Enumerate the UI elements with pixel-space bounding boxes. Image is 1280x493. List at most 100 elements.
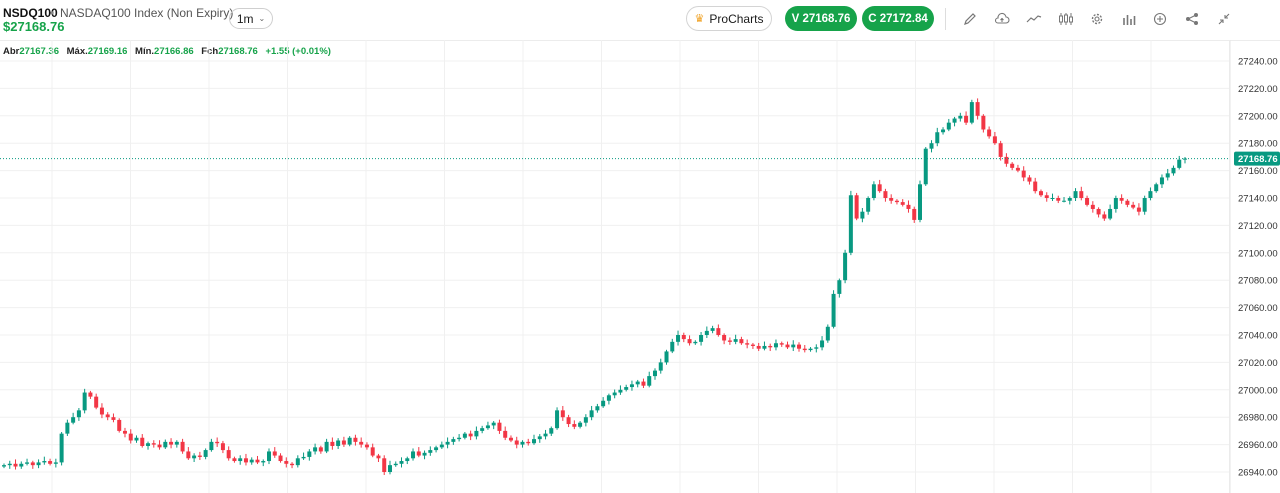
candle-body [998, 143, 1003, 157]
candle-body [1067, 198, 1072, 201]
candle-body [1073, 191, 1078, 198]
candle-body [387, 465, 392, 472]
candle-body [779, 343, 784, 345]
candle-body [1050, 198, 1055, 199]
candle-body [860, 211, 865, 219]
candle-body [906, 204, 911, 209]
cloud-icon[interactable] [994, 11, 1010, 27]
candle-body [572, 424, 577, 427]
candle-body [935, 132, 940, 144]
candle-body [710, 328, 715, 331]
candle-body [290, 463, 295, 466]
candle-body [318, 447, 323, 452]
candlestick-icon[interactable] [1058, 11, 1074, 27]
candle-body [917, 184, 922, 220]
y-tick-label: 27120.00 [1238, 221, 1278, 232]
gear-icon[interactable] [1089, 11, 1105, 27]
candle-body [877, 184, 882, 192]
candle-body [773, 343, 778, 348]
candle-body [549, 428, 554, 434]
candle-body [399, 461, 404, 464]
candle-body [514, 440, 519, 445]
buy-button[interactable]: C 27172.84 [862, 6, 934, 31]
candle-body [635, 381, 640, 385]
candle-body [1085, 198, 1090, 205]
candle-body [670, 341, 675, 352]
candle-body [13, 463, 18, 467]
candle-body [99, 407, 104, 415]
candle-body [756, 345, 761, 349]
candle-body [843, 252, 848, 281]
candlestick-chart[interactable]: 27240.00 27220.00 27200.00 27180.00 27160.00… [0, 40, 1280, 493]
y-tick-label: 27200.00 [1238, 111, 1278, 122]
candle-body [203, 450, 208, 457]
bar-chart-icon[interactable] [1121, 11, 1137, 27]
candle-body [474, 430, 479, 437]
low-value: 27166.86 [154, 46, 194, 57]
sell-button[interactable]: V 27168.76 [785, 6, 857, 31]
y-tick-label: 27240.00 [1238, 57, 1278, 68]
candle-body [975, 102, 980, 116]
candle-body [1090, 204, 1095, 209]
candle-body [128, 433, 133, 441]
candle-body [831, 293, 836, 327]
collapse-icon[interactable] [1216, 11, 1232, 27]
candle-body [1154, 184, 1159, 192]
candle-body [439, 444, 444, 448]
candle-body [555, 410, 560, 429]
candle-body [313, 447, 318, 452]
candle-body [658, 362, 663, 371]
candle-body [19, 463, 24, 467]
candle-body [583, 417, 588, 423]
candle-body [941, 129, 946, 133]
candle-body [612, 392, 617, 396]
candle-body [820, 340, 825, 348]
candle-body [1027, 177, 1032, 182]
candle-body [912, 208, 917, 220]
y-tick-label: 26960.00 [1238, 440, 1278, 451]
candle-body [802, 348, 807, 351]
last-price-label: 27168.76 [1238, 154, 1278, 165]
line-chart-icon[interactable] [1026, 11, 1042, 27]
candle-body [382, 458, 387, 472]
instrument-name: NASDAQ100 Index (Non Expiry) [60, 6, 234, 20]
candle-body [693, 341, 698, 344]
candle-body [232, 458, 237, 462]
candle-body [866, 198, 871, 212]
candle-body [157, 444, 162, 448]
candle-body [238, 458, 243, 462]
high-value: 27169.16 [87, 46, 128, 57]
y-tick-label: 27160.00 [1238, 166, 1278, 177]
candle-body [1056, 198, 1061, 201]
candle-body [883, 191, 888, 198]
candle-body [226, 450, 231, 459]
timeframe-selector[interactable]: 1m ⌄ [229, 8, 273, 29]
symbol-separator: • [50, 6, 55, 20]
candle-body [376, 455, 381, 459]
candle-body [1010, 163, 1015, 168]
candle-body [411, 451, 416, 459]
candle-body [341, 440, 346, 445]
toolbar-divider [945, 8, 946, 30]
candle-body [652, 370, 657, 377]
share-icon[interactable] [1184, 11, 1200, 27]
candle-body [434, 447, 439, 451]
candle-body [946, 122, 951, 130]
symbol-ticker[interactable]: NSDQ100 [3, 6, 58, 20]
candle-body [1131, 204, 1136, 208]
candle-body [745, 343, 750, 345]
candle-body [174, 441, 179, 445]
y-tick-label: 26980.00 [1238, 413, 1278, 424]
candle-body [105, 414, 110, 418]
candle-body [1113, 198, 1118, 209]
low-label: Mín. [135, 46, 155, 57]
pencil-icon[interactable] [962, 11, 978, 27]
candle-body [624, 387, 629, 390]
plus-circle-icon[interactable] [1152, 11, 1168, 27]
candle-body [76, 410, 81, 418]
candle-body [2, 465, 6, 467]
candle-body [969, 102, 974, 123]
crown-icon: ♛ [694, 13, 705, 25]
procharts-button[interactable]: ♛ ProCharts [686, 6, 772, 31]
candle-body [192, 455, 197, 459]
